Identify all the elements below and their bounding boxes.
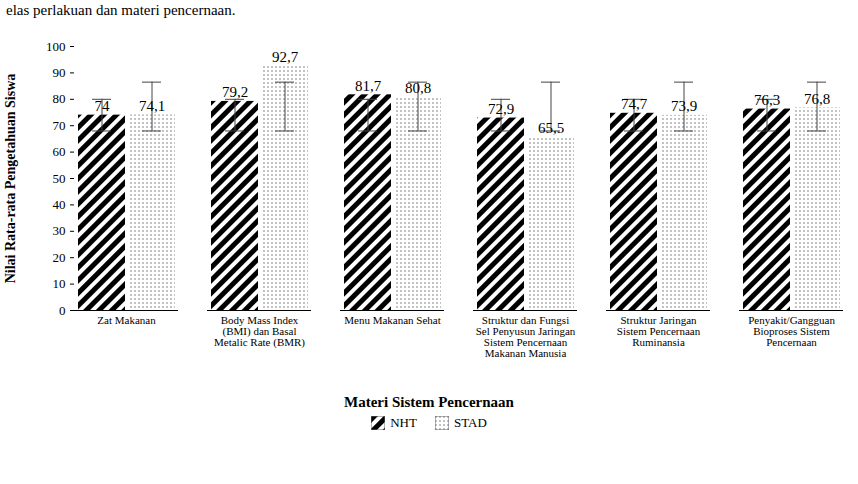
svg-text:Nilai Rata-rata Pengetahuan Si: Nilai Rata-rata Pengetahuan Siswa — [3, 74, 18, 284]
svg-text:80,8: 80,8 — [405, 80, 431, 96]
html-text:Materi Sistem Pencernaan: Materi Sistem Pencernaan — [344, 394, 514, 410]
svg-text:50: 50 — [53, 171, 66, 186]
svg-text:80: 80 — [53, 91, 66, 106]
svg-text:65,5: 65,5 — [538, 120, 564, 136]
svg-text:72,9: 72,9 — [488, 101, 514, 117]
svg-text:0: 0 — [59, 303, 66, 318]
svg-text:Struktur JaringanSistem Pencer: Struktur JaringanSistem PencernaanRumina… — [617, 314, 701, 348]
svg-text:76,8: 76,8 — [804, 91, 830, 107]
svg-text:76,3: 76,3 — [754, 92, 780, 108]
svg-text:Menu Makanan Sehat: Menu Makanan Sehat — [344, 314, 441, 326]
svg-text:Zat Makanan: Zat Makanan — [97, 314, 156, 326]
html-text:elas perlakuan dan materi penc: elas perlakuan dan materi pencernaan. — [6, 2, 236, 18]
svg-text:30: 30 — [53, 223, 66, 238]
svg-text:40: 40 — [53, 197, 66, 212]
html-text:NHT: NHT — [390, 415, 417, 430]
svg-text:Struktur dan FungsiSel Penyusu: Struktur dan FungsiSel Penyusun Jaringan… — [476, 314, 576, 359]
svg-text:70: 70 — [53, 118, 66, 133]
svg-text:10: 10 — [53, 276, 66, 291]
svg-text:Body Mass Index(BMI) dan Basal: Body Mass Index(BMI) dan BasalMetalic Ra… — [214, 314, 305, 349]
svg-text:79,2: 79,2 — [222, 84, 248, 100]
svg-text:100: 100 — [46, 39, 66, 54]
svg-text:74,1: 74,1 — [139, 98, 165, 114]
svg-text:81,7: 81,7 — [355, 78, 382, 94]
svg-text:20: 20 — [53, 250, 66, 265]
svg-text:74,7: 74,7 — [621, 96, 648, 112]
svg-text:Penyakit/GangguanBioproses Sis: Penyakit/GangguanBioproses SistemPencern… — [748, 314, 835, 348]
svg-text:60: 60 — [53, 144, 66, 159]
svg-text:74: 74 — [95, 98, 111, 114]
svg-text:92,7: 92,7 — [272, 49, 299, 65]
svg-text:90: 90 — [53, 65, 66, 80]
svg-text:73,9: 73,9 — [671, 98, 697, 114]
html-text:STAD: STAD — [453, 415, 487, 430]
